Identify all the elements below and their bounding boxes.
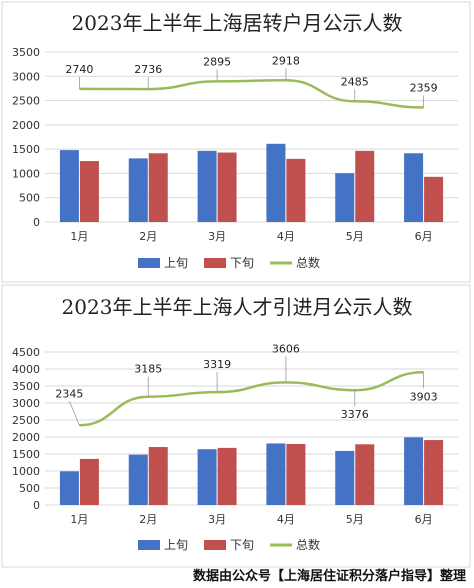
legend-swatch-下旬 [204,258,226,268]
x-tick-label: 5月 [346,513,364,526]
bar-上旬-4月 [266,143,286,222]
y-tick-label: 1500 [12,448,40,461]
bar-下旬-2月 [148,447,168,505]
bar-上旬-3月 [197,150,217,222]
y-tick-label: 0 [33,216,40,229]
y-tick-label: 3500 [12,46,40,59]
bar-下旬-5月 [355,150,375,222]
bar-下旬-5月 [355,444,375,505]
chart-2-title: 2023年上半年上海人才引进月公示人数 [62,295,413,319]
data-label-1月: 2740 [65,63,93,76]
y-tick-label: 3500 [12,380,40,393]
bar-上旬-3月 [197,449,217,505]
x-tick-label: 6月 [415,230,433,243]
data-label-3月: 3319 [203,358,231,371]
y-tick-label: 500 [19,482,40,495]
legend-label-下旬: 下旬 [230,256,254,270]
bar-下旬-3月 [217,447,237,505]
y-tick-label: 2500 [12,414,40,427]
data-label-6月: 3903 [410,390,438,403]
chart-1-frame [1,1,471,283]
legend-swatch-上旬 [138,540,160,550]
bar-下旬-1月 [79,458,99,505]
x-tick-label: 4月 [277,513,295,526]
y-tick-label: 500 [19,192,40,205]
legend-swatch-上旬 [138,258,160,268]
x-tick-label: 2月 [139,513,157,526]
bar-上旬-6月 [404,437,424,505]
bar-上旬-2月 [128,158,148,222]
line-series-总数 [79,79,424,109]
legend-label-下旬: 下旬 [230,538,254,552]
data-label-4月: 2918 [272,54,300,67]
data-label-3月: 2895 [203,55,231,68]
chart-1-plot: 0 500 1000 1500 2000 2500 3000 3500 1月 2月 3月 4月 5月 6月… [12,46,458,270]
bar-下旬-6月 [424,440,444,505]
y-tick-label: 4000 [12,363,40,376]
bar-下旬-4月 [286,158,306,222]
y-tick-label: 3000 [12,70,40,83]
y-tick-label: 0 [33,499,40,512]
x-tick-label: 3月 [208,230,226,243]
legend-label-上旬: 上旬 [164,538,188,552]
legend-label-上旬: 上旬 [164,256,188,270]
bar-上旬-1月 [59,150,79,222]
data-label-5月: 2485 [341,75,369,88]
x-tick-label: 4月 [277,230,295,243]
x-tick-label: 3月 [208,513,226,526]
y-tick-label: 1500 [12,143,40,156]
x-tick-label: 1月 [70,230,88,243]
chart-1-title: 2023年上半年上海居转户月公示人数 [72,11,403,35]
y-tick-label: 3000 [12,397,40,410]
line-series-总数 [79,371,424,427]
data-label-1月: 2345 [55,387,83,400]
bar-下旬-3月 [217,152,237,222]
x-tick-label: 5月 [346,230,364,243]
bar-上旬-1月 [59,471,79,505]
bar-下旬-4月 [286,443,306,505]
x-tick-label: 2月 [139,230,157,243]
data-label-2月: 3185 [134,363,162,376]
bar-上旬-4月 [266,443,286,505]
bar-上旬-5月 [335,450,355,505]
bar-下旬-1月 [79,161,99,222]
y-tick-label: 2000 [12,119,40,132]
data-label-leader [69,401,80,426]
footer-note: 数据由公众号【上海居住证积分落户指导】整理 [192,569,466,584]
x-tick-label: 1月 [70,513,88,526]
data-label-4月: 3606 [272,342,300,355]
legend-swatch-下旬 [204,540,226,550]
data-label-2月: 2736 [134,63,162,76]
bar-上旬-5月 [335,173,355,222]
data-label-5月: 3376 [341,408,369,421]
y-tick-label: 1000 [12,465,40,478]
bar-上旬-2月 [128,454,148,505]
chart-2-plot: 0 500 1000 1500 2000 2500 3000 3500 4000 4500 1月 2月… [12,342,458,552]
x-tick-label: 6月 [415,513,433,526]
y-tick-label: 2500 [12,95,40,108]
y-tick-label: 4500 [12,346,40,359]
legend-label-总数: 总数 [296,255,320,270]
bar-下旬-6月 [424,176,444,222]
y-tick-label: 2000 [12,431,40,444]
bar-下旬-2月 [148,153,168,222]
legend-label-总数: 总数 [296,537,320,552]
bar-上旬-6月 [404,153,424,222]
data-label-6月: 2359 [410,81,438,94]
y-tick-label: 1000 [12,167,40,180]
